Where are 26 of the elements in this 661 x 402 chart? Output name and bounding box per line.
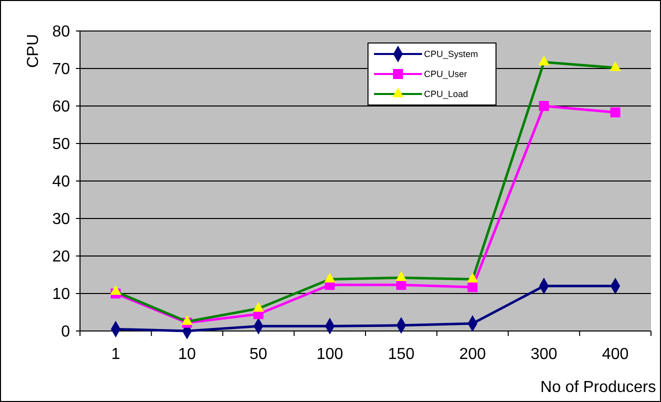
x-tick-label: 10 bbox=[178, 346, 196, 363]
x-tick-label: 300 bbox=[530, 346, 558, 363]
y-tick-label: 20 bbox=[52, 248, 70, 266]
y-tick-label: 10 bbox=[52, 286, 70, 304]
y-tick-label: 70 bbox=[52, 61, 70, 78]
x-tick-label: 100 bbox=[316, 346, 344, 363]
legend-label: CPU_Load bbox=[424, 89, 468, 100]
x-tick-label: 50 bbox=[250, 346, 268, 363]
x-tick-label: 150 bbox=[388, 346, 415, 363]
x-axis-title: No of Producers bbox=[540, 379, 656, 396]
y-tick-label: 40 bbox=[52, 174, 70, 191]
point bbox=[468, 282, 478, 292]
legend-label: CPU_System bbox=[424, 49, 478, 60]
point bbox=[538, 101, 549, 111]
legend-label: CPU_User bbox=[424, 69, 468, 80]
x-tick-label: 200 bbox=[459, 346, 486, 363]
y-tick-label: 80 bbox=[52, 24, 70, 41]
y-tick-label: 0 bbox=[61, 324, 70, 341]
y-axis-title: CPU bbox=[25, 34, 42, 68]
y-tick-label: 50 bbox=[52, 136, 70, 154]
x-tick-label: 1 bbox=[111, 346, 120, 363]
y-tick-label: 30 bbox=[52, 211, 70, 228]
x-tick-label: 400 bbox=[602, 346, 629, 363]
point bbox=[610, 107, 620, 118]
point bbox=[396, 280, 406, 290]
y-tick-label: 60 bbox=[52, 98, 70, 116]
